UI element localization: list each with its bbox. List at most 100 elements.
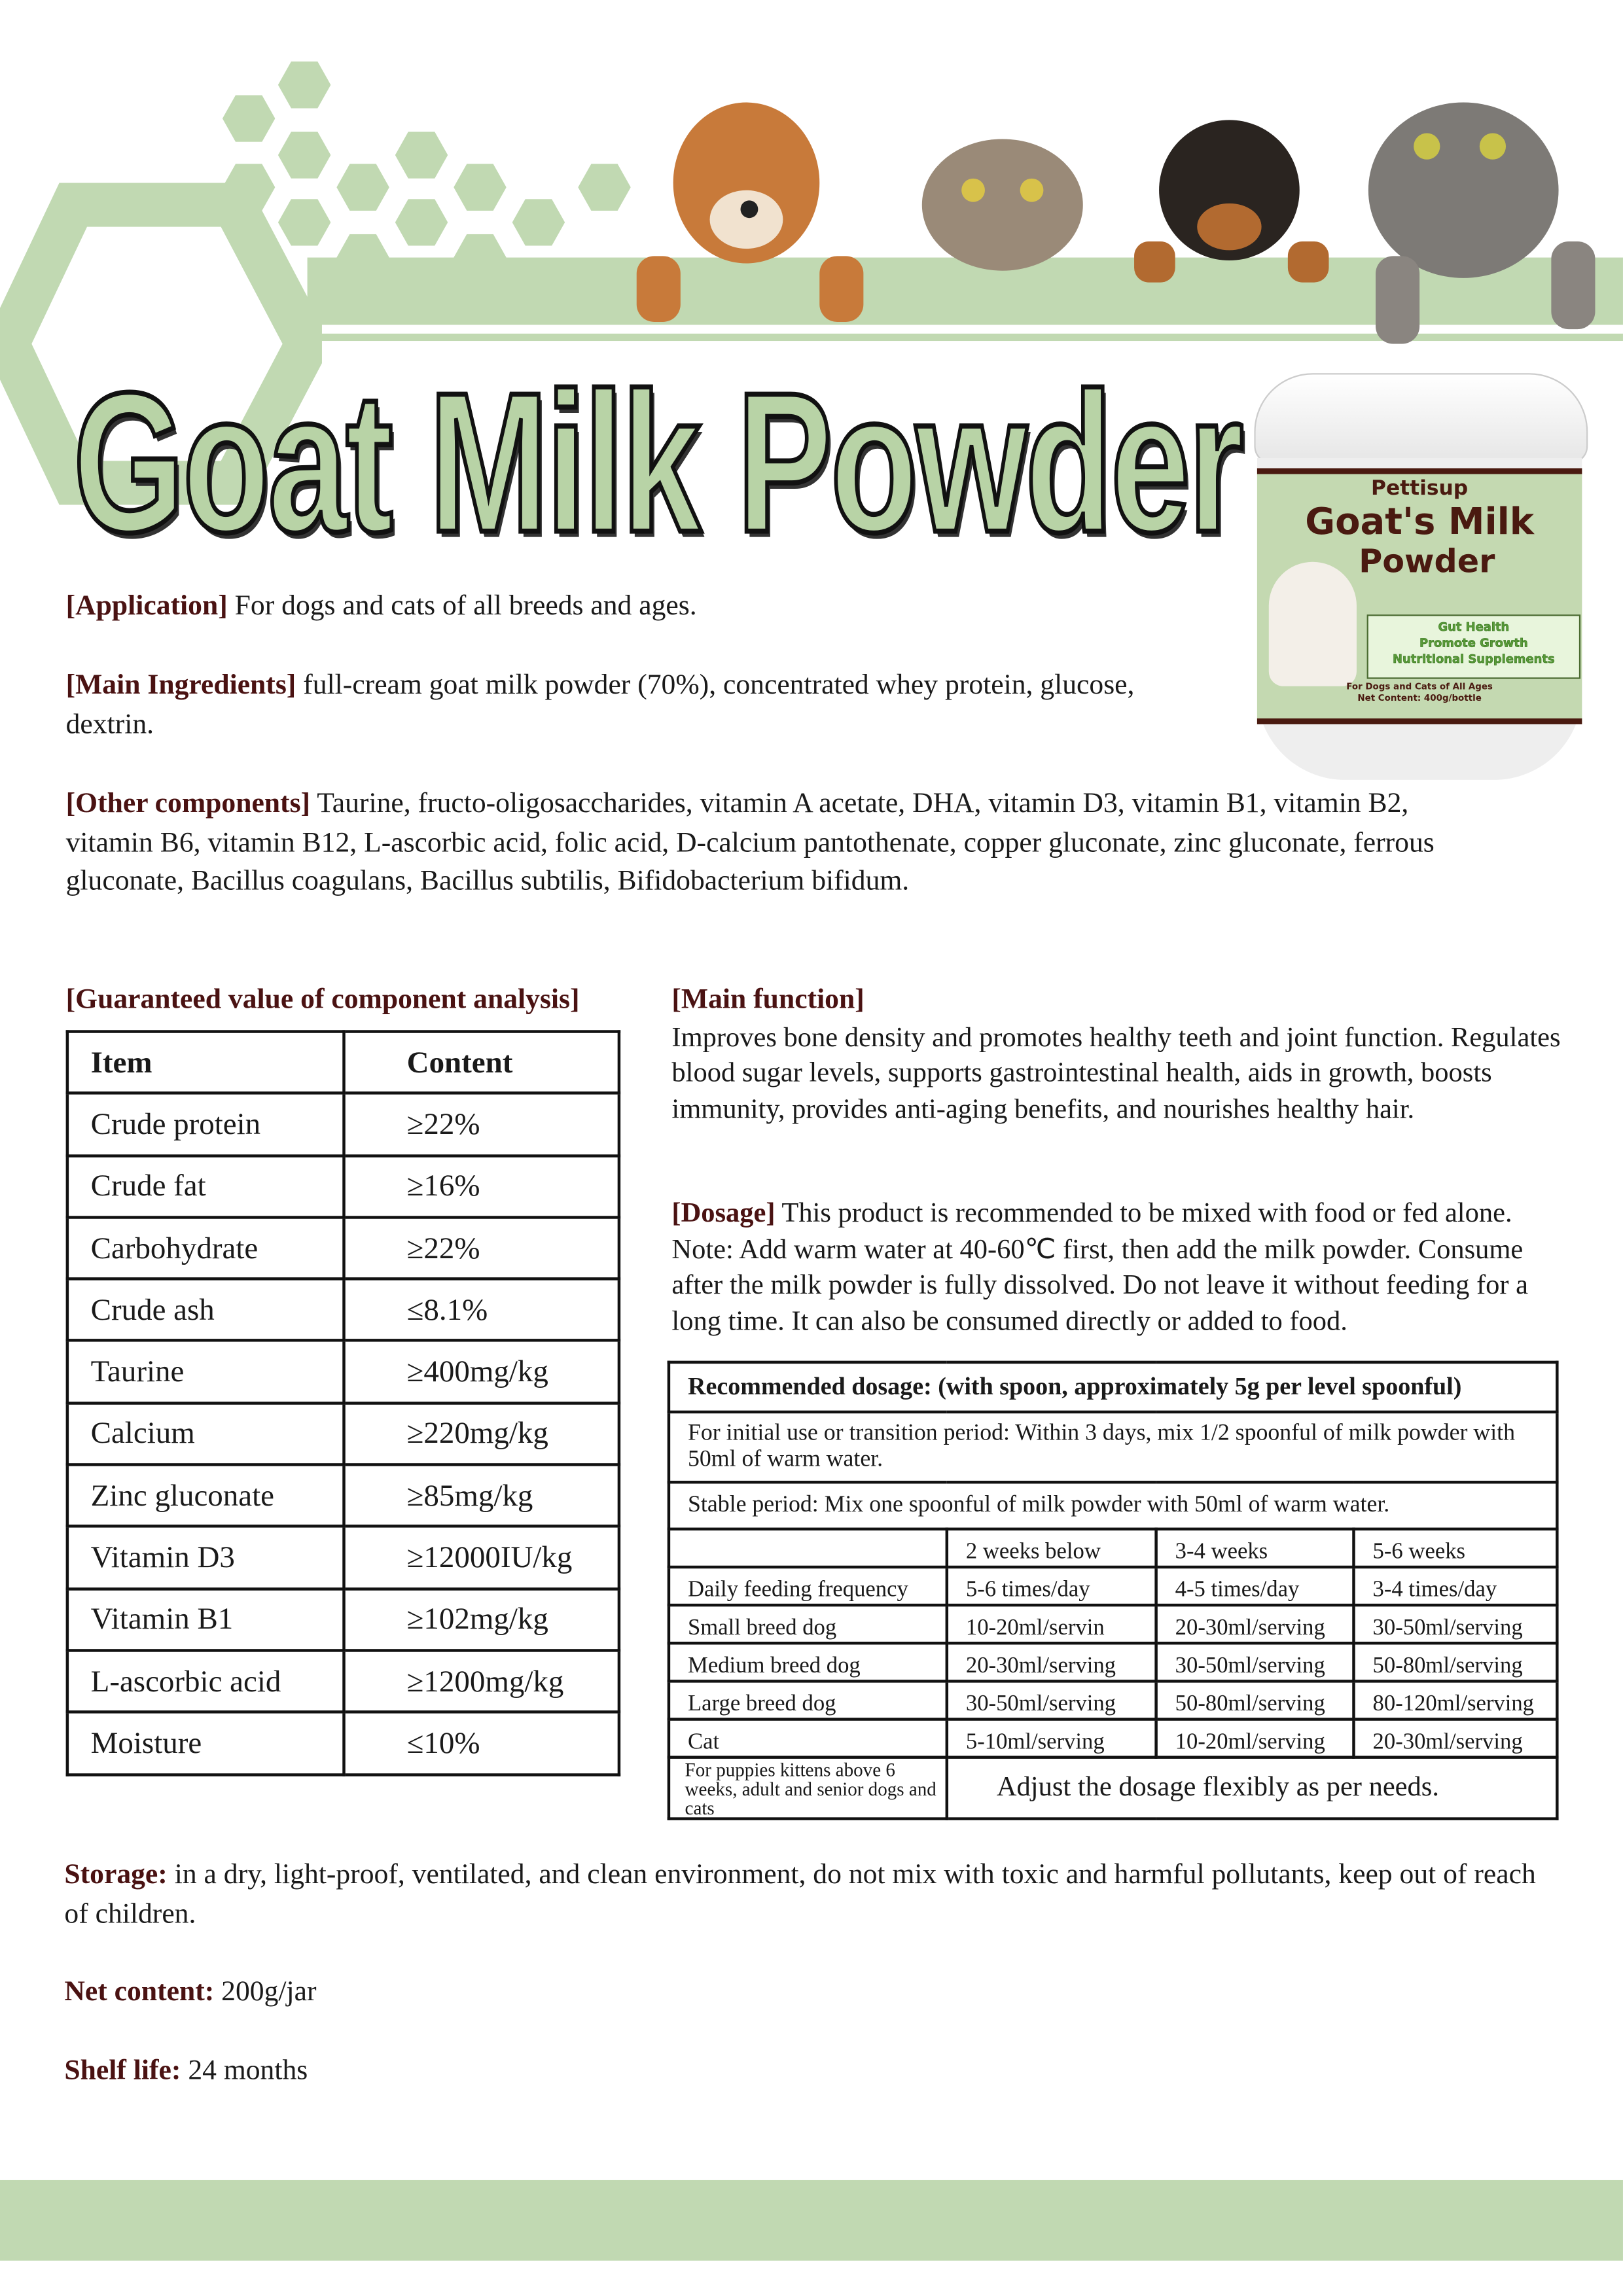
- main-function-label: [Main function]: [671, 984, 865, 1016]
- content-cell: ≥16%: [342, 1154, 621, 1219]
- row-label: Medium breed dog: [667, 1642, 949, 1683]
- main-ingredients-text: full-cream goat milk powder (70%), conce…: [65, 670, 1135, 740]
- pets-photo: [636, 102, 1596, 344]
- table-row: Cat 5-10ml/serving 10-20ml/serving 20-30ml/…: [667, 1718, 1559, 1759]
- initial-period-text: For initial use or transition period: Wi…: [667, 1410, 1559, 1484]
- net-content-text: 200g/jar: [214, 1977, 317, 2008]
- item-cell: Zinc gluconate: [65, 1463, 346, 1528]
- application-label: [Application]: [65, 591, 228, 622]
- dosage-header-row: 2 weeks below 3-4 weeks 5-6 weeks: [667, 1527, 1559, 1569]
- cell: 5-6 times/day: [945, 1565, 1158, 1607]
- other-components-text: Taurine, fructo-oligosaccharides, vitami…: [65, 788, 1435, 897]
- table-row: L-ascorbic acid ≥1200mg/kg: [65, 1649, 621, 1714]
- cell: 3-4 times/day: [1352, 1565, 1559, 1607]
- row-label: Cat: [667, 1718, 949, 1759]
- shelf-life-section: Shelf life: 24 months: [64, 2053, 308, 2091]
- cell: 80-120ml/serving: [1352, 1680, 1559, 1721]
- footer-band: [0, 2180, 1623, 2261]
- table-row: Moisture ≤10%: [65, 1710, 621, 1776]
- net-content-section: Net content: 200g/jar: [64, 1974, 316, 2013]
- item-cell: L-ascorbic acid: [65, 1649, 346, 1714]
- content-cell: ≤8.1%: [342, 1277, 621, 1343]
- cell: 4-5 times/day: [1154, 1565, 1355, 1607]
- jar-benefit: Promote Growth: [1419, 636, 1528, 650]
- cell: 20-30ml/serving: [1154, 1603, 1355, 1645]
- cell: 10-20ml/servin: [945, 1603, 1158, 1645]
- dosage-table-title: Recommended dosage: (with spoon, approxi…: [667, 1360, 1559, 1414]
- table-row: Crude fat ≥16%: [65, 1154, 621, 1219]
- table-row: Vitamin B1 ≥102mg/kg: [65, 1587, 621, 1652]
- table-row: Daily feeding frequency 5-6 times/day 4-5 …: [667, 1565, 1559, 1607]
- jar-benefit: Nutritional Supplements: [1393, 652, 1555, 666]
- cell: 30-50ml/serving: [945, 1680, 1158, 1721]
- row-label: Large breed dog: [667, 1680, 949, 1721]
- content-cell: ≥1200mg/kg: [342, 1649, 621, 1714]
- header-cell: 3-4 weeks: [1154, 1527, 1355, 1569]
- item-cell: Vitamin B1: [65, 1587, 346, 1652]
- cell: 20-30ml/serving: [945, 1642, 1158, 1683]
- dosage-text: This product is recommended to be mixed …: [671, 1198, 1528, 1337]
- page-title: Goat Milk Powder: [71, 349, 1246, 576]
- row-label: Small breed dog: [667, 1603, 949, 1645]
- content-cell: ≥85mg/kg: [342, 1463, 621, 1528]
- content-cell: ≥400mg/kg: [342, 1339, 621, 1405]
- shelf-life-text: 24 months: [181, 2055, 308, 2087]
- jar-name-2: Powder: [1359, 544, 1495, 581]
- jar-brand: Pettisup: [1371, 477, 1469, 501]
- cell: 5-10ml/serving: [945, 1718, 1158, 1759]
- main-function-section: [Main function] Improves bone density an…: [671, 981, 1578, 1128]
- table-row: Crude ash ≤8.1%: [65, 1277, 621, 1343]
- table-row: For puppies kittens above 6 weeks, adult…: [667, 1756, 1559, 1820]
- storage-text: in a dry, light-proof, ventilated, and c…: [64, 1860, 1536, 1930]
- content-cell: ≥22%: [342, 1091, 621, 1157]
- jar-benefit: Gut Health: [1438, 620, 1510, 634]
- content-cell: ≥102mg/kg: [342, 1587, 621, 1652]
- table-row: Zinc gluconate ≥85mg/kg: [65, 1463, 621, 1528]
- item-cell: Crude ash: [65, 1277, 346, 1343]
- storage-section: Storage: in a dry, light-proof, ventilat…: [64, 1857, 1543, 1935]
- header-cell: 5-6 weeks: [1352, 1527, 1559, 1569]
- net-content-label: Net content:: [64, 1977, 215, 2008]
- table-row: Carbohydrate ≥22%: [65, 1216, 621, 1281]
- storage-label: Storage:: [64, 1860, 168, 1891]
- product-jar-image: Pettisup Goat's Milk Powder Gut Health P…: [1251, 373, 1588, 783]
- dosage-label: [Dosage]: [671, 1198, 776, 1229]
- row-label: Daily feeding frequency: [667, 1565, 949, 1607]
- table-header-row: Item Content: [65, 1030, 621, 1095]
- item-cell: Carbohydrate: [65, 1216, 346, 1281]
- table-row: Crude protein ≥22%: [65, 1091, 621, 1157]
- stable-period-text: Stable period: Mix one spoonful of milk …: [667, 1481, 1559, 1531]
- content-cell: ≤10%: [342, 1710, 621, 1776]
- table-row: Vitamin D3 ≥12000IU/kg: [65, 1525, 621, 1591]
- other-components-label: [Other components]: [65, 788, 311, 820]
- item-cell: Crude protein: [65, 1091, 346, 1157]
- item-cell: Moisture: [65, 1710, 346, 1776]
- content-cell: ≥22%: [342, 1216, 621, 1281]
- shelf-life-label: Shelf life:: [64, 2055, 181, 2087]
- table-row: Calcium ≥220mg/kg: [65, 1401, 621, 1466]
- main-ingredients-section: [Main Ingredients] full-cream goat milk …: [66, 667, 1222, 745]
- table-row: Small breed dog 10-20ml/servin 20-30ml/ser…: [667, 1603, 1559, 1645]
- cell: 50-80ml/serving: [1154, 1680, 1355, 1721]
- jar-net-content: Net Content: 400g/bottle: [1357, 693, 1482, 704]
- analysis-heading: [Guaranteed value of component analysis]: [65, 984, 580, 1016]
- jar-footer: For Dogs and Cats of All Ages: [1346, 682, 1493, 692]
- dosage-section: [Dosage] This product is recommended to …: [671, 1197, 1578, 1340]
- content-cell: ≥12000IU/kg: [342, 1525, 621, 1591]
- puppy-kitten-image: [1268, 561, 1357, 686]
- header-item: Item: [65, 1030, 346, 1095]
- dosage-table: Recommended dosage: (with spoon, approxi…: [667, 1360, 1559, 1820]
- content-cell: ≥220mg/kg: [342, 1401, 621, 1466]
- analysis-table: Item Content Crude protein ≥22% Crude fat ≥…: [65, 1030, 621, 1776]
- item-cell: Calcium: [65, 1401, 346, 1466]
- header-cell: [667, 1527, 949, 1569]
- other-components-section: [Other components] Taurine, fructo-oligo…: [66, 786, 1449, 902]
- main-ingredients-label: [Main Ingredients]: [65, 670, 296, 701]
- table-row: Medium breed dog 20-30ml/serving 30-50ml/s…: [667, 1642, 1559, 1683]
- header-cell: 2 weeks below: [945, 1527, 1158, 1569]
- cell: 20-30ml/serving: [1352, 1718, 1559, 1759]
- main-function-text: Improves bone density and promotes healt…: [671, 1021, 1561, 1125]
- cell: 30-50ml/serving: [1154, 1642, 1355, 1683]
- item-cell: Vitamin D3: [65, 1525, 346, 1591]
- header-content: Content: [342, 1030, 621, 1095]
